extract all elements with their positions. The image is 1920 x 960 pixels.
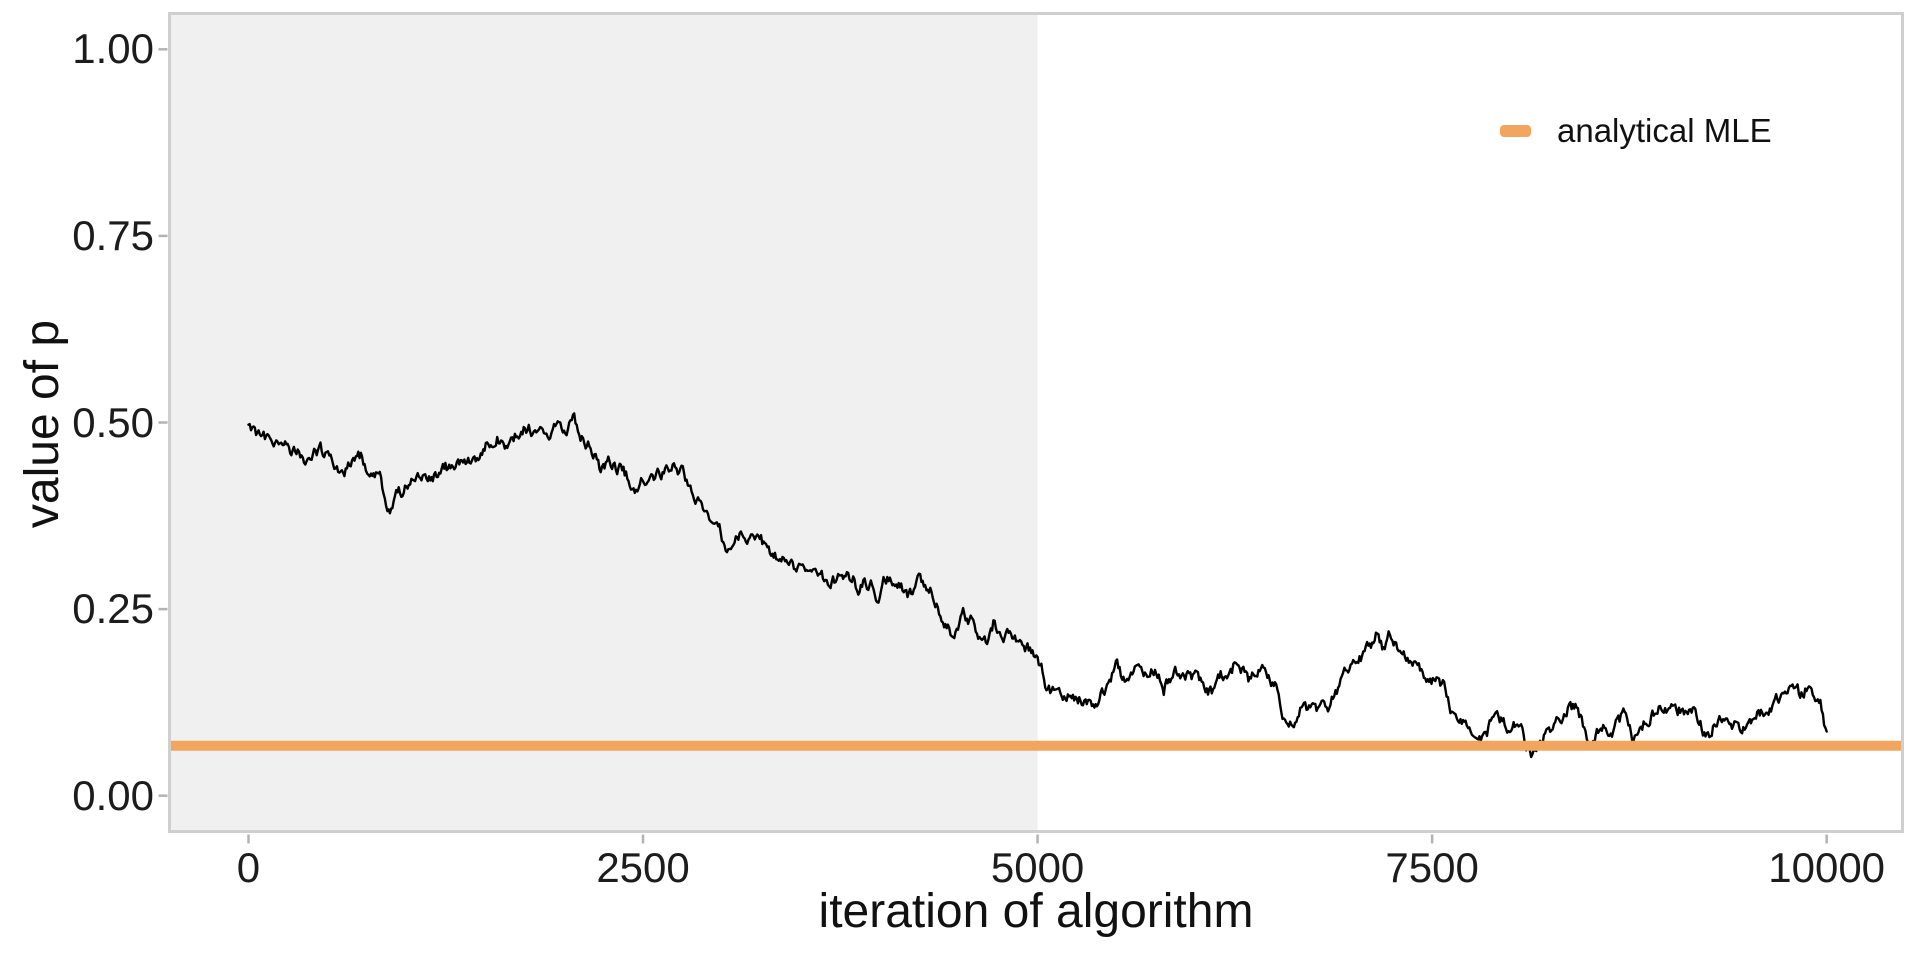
axis-tick-marks (158, 48, 1828, 844)
y-tick-label: 0.25 (72, 585, 154, 633)
mle-legend-label: analytical MLE (1557, 112, 1772, 149)
panel-border (168, 12, 1904, 833)
x-tick-label: 2500 (596, 844, 690, 891)
mcmc-trace-line (247, 412, 1828, 759)
x-tick-label: 10000 (1768, 844, 1886, 891)
burn-in-region (170, 14, 1038, 831)
y-tick-label: 0.50 (72, 398, 154, 446)
mle-legend-key-icon (1500, 125, 1531, 137)
y-axis-title: value of p (16, 319, 69, 529)
legend: analytical MLE (1500, 108, 1772, 154)
y-tick-label: 0.75 (72, 211, 154, 259)
y-tick-label: 1.00 (72, 25, 154, 73)
y-tick-label: 0.00 (72, 771, 154, 819)
x-tick-label: 5000 (990, 844, 1085, 891)
x-tick-label: 7500 (1385, 844, 1479, 891)
x-axis-title: iteration of algorithm (818, 885, 1254, 938)
x-tick-label: 0 (236, 844, 261, 891)
